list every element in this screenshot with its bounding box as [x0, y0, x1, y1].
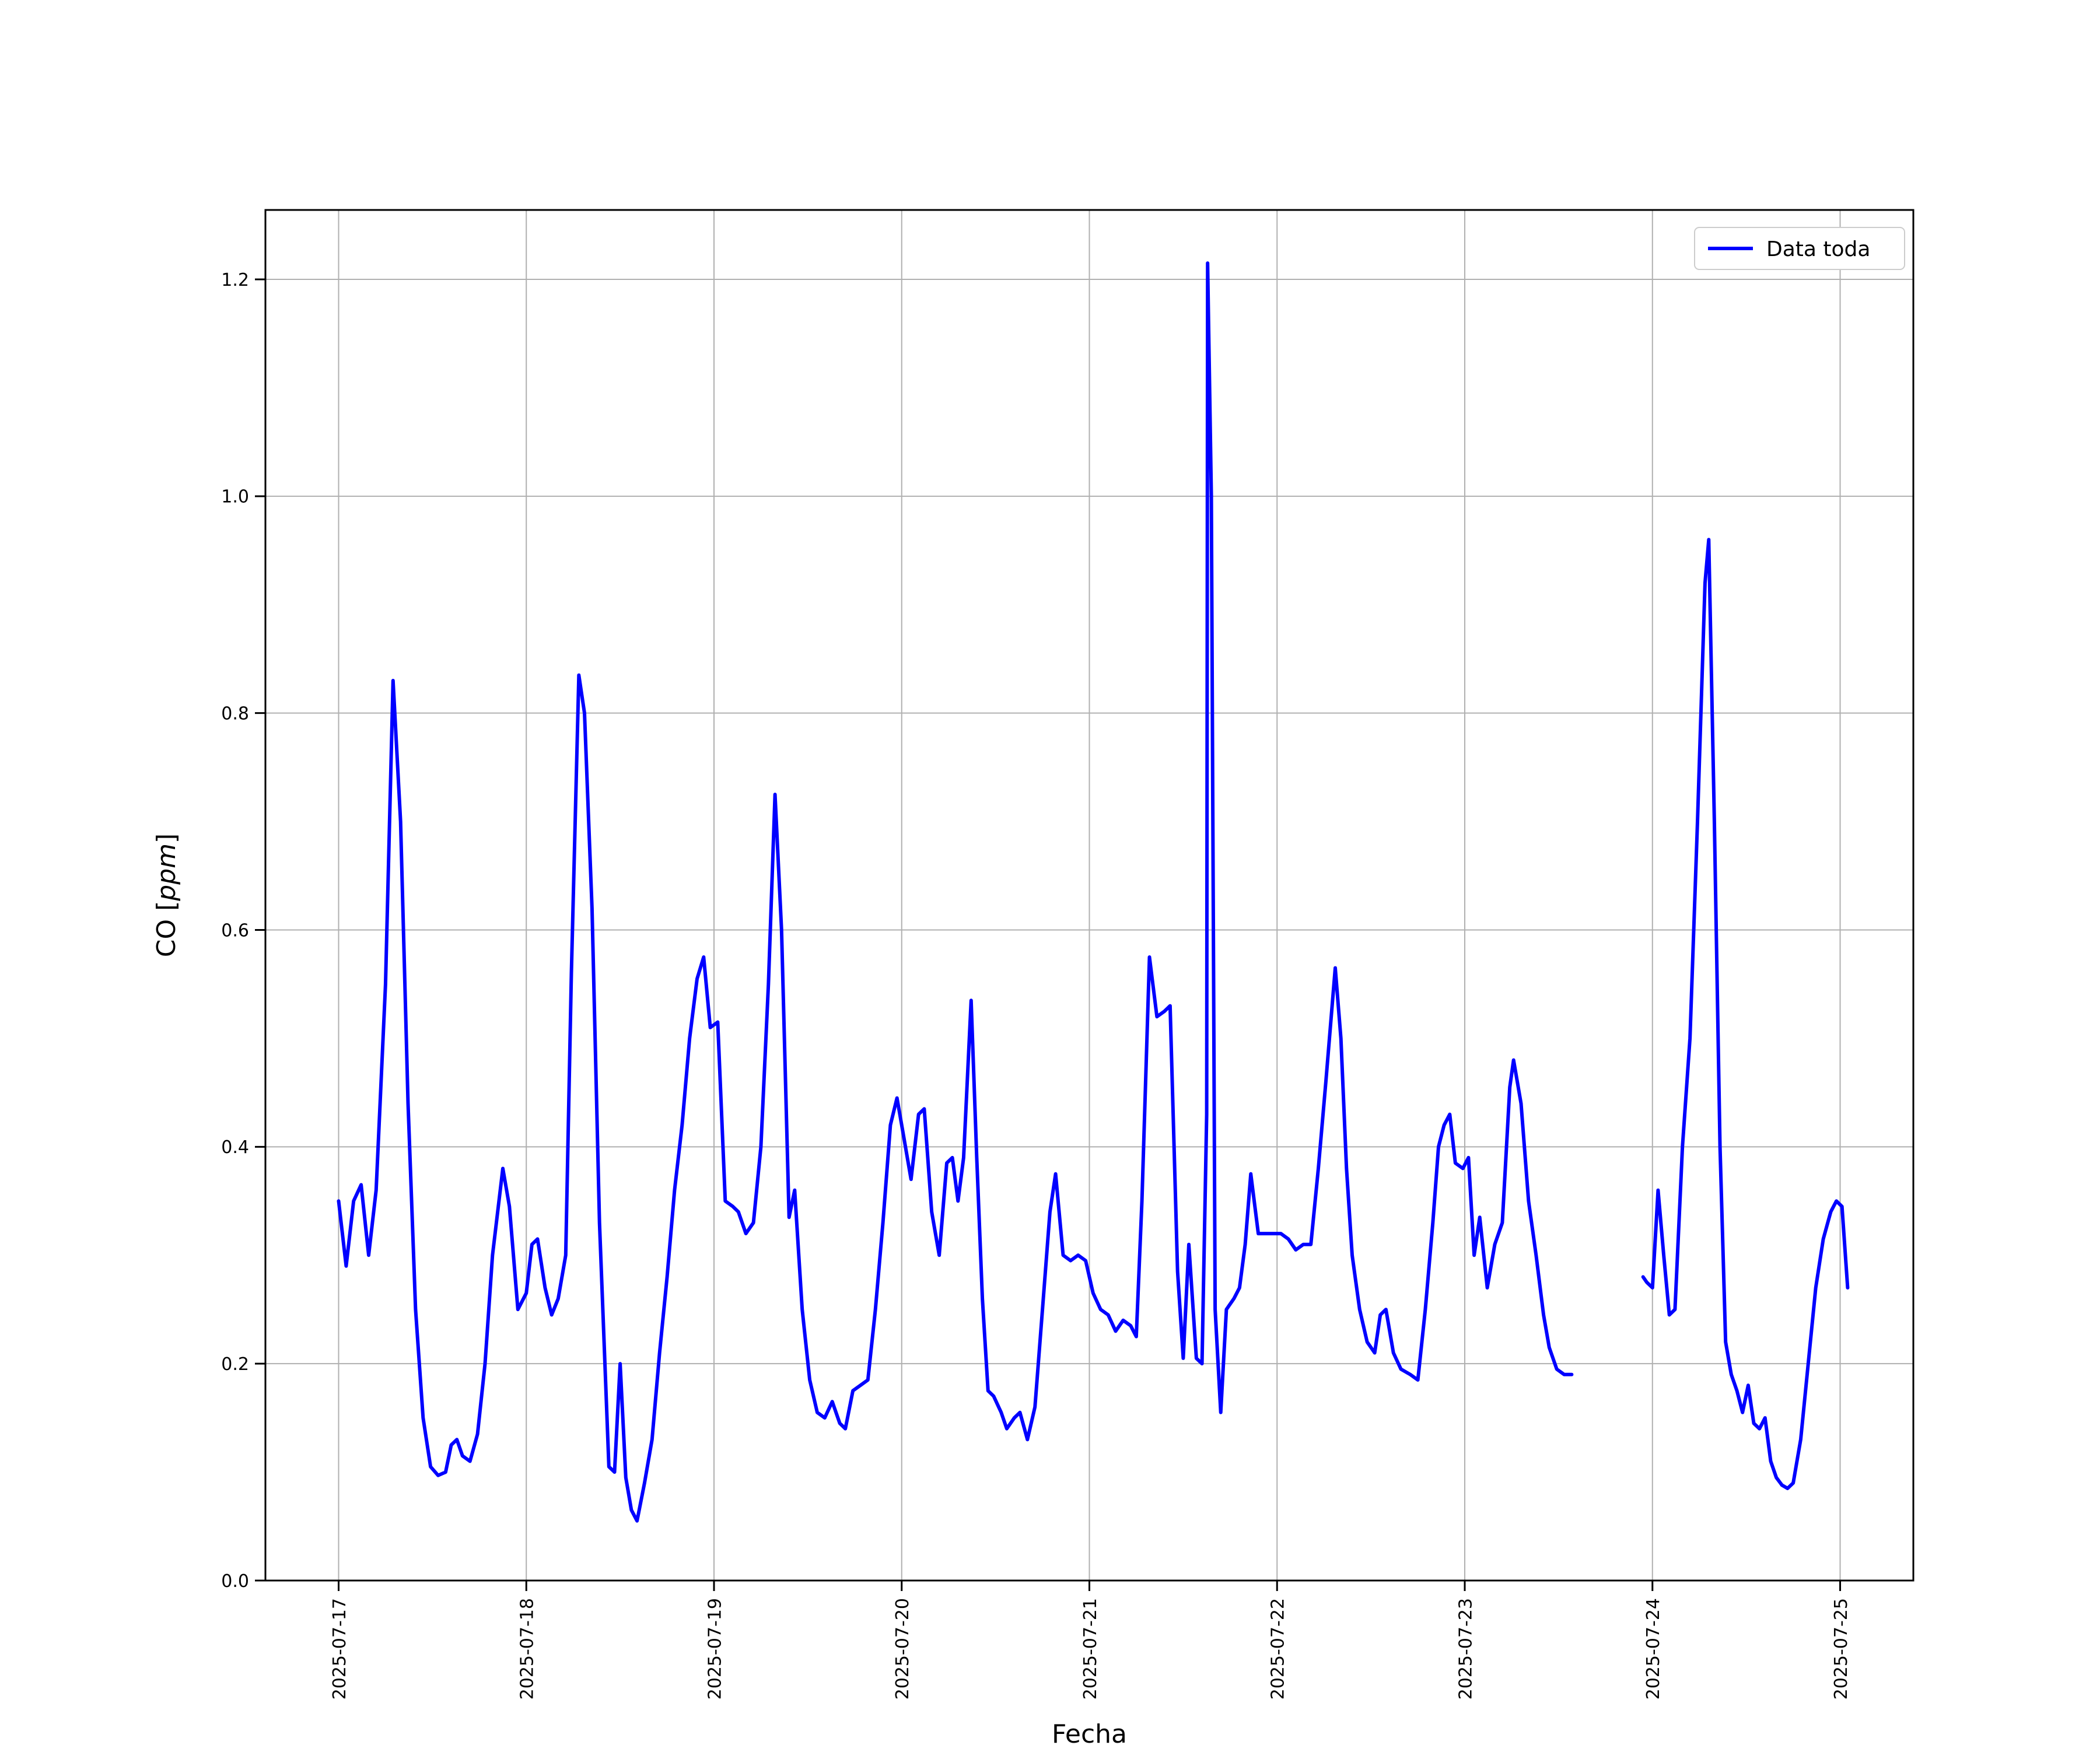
y-tick-label: 0.2: [221, 1354, 249, 1375]
series-data-toda: [337, 261, 1850, 1523]
axis-ticks: 0.0 0.2 0.4 0.6 0.8 1.0 1.2 2025-07-17 2025-07-1…: [221, 270, 1852, 1700]
x-tick-label: 2025-07-22: [1268, 1598, 1289, 1700]
y-tick-label: 1.0: [221, 487, 249, 507]
x-tick-label: 2025-07-18: [517, 1598, 538, 1700]
legend-box: [1694, 227, 1905, 270]
x-tick-label: 2025-07-24: [1643, 1598, 1664, 1700]
x-axis-label: Fecha: [1052, 1719, 1127, 1749]
x-tick-label: 2025-07-19: [705, 1598, 725, 1700]
x-tick-label: 2025-07-23: [1455, 1598, 1476, 1700]
legend-label: Data toda: [1766, 237, 1870, 261]
line-series-segment: [337, 261, 1574, 1523]
x-tick-label: 2025-07-25: [1831, 1598, 1852, 1700]
x-tick-label: 2025-07-21: [1080, 1598, 1101, 1700]
y-tick-label: 1.2: [221, 270, 249, 290]
y-tick-label: 0.6: [221, 920, 249, 941]
x-tick-label: 2025-07-17: [330, 1598, 350, 1700]
y-tick-label: 0.4: [221, 1137, 249, 1158]
legend: Data toda: [1694, 227, 1905, 270]
y-tick-label: 0.8: [221, 703, 249, 724]
y-axis-label: CO [ppm]: [152, 833, 181, 957]
y-tick-label: 0.0: [221, 1571, 249, 1592]
x-tick-label: 2025-07-20: [892, 1598, 913, 1700]
line-series-segment: [1641, 538, 1850, 1490]
grid-lines: [265, 210, 1913, 1581]
